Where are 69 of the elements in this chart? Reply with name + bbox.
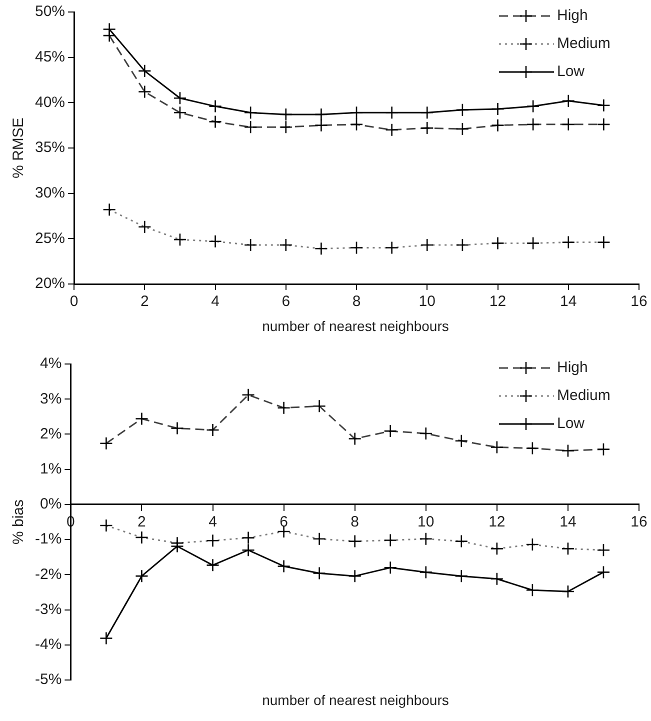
x-tick-label: 6 [280,514,288,531]
point [456,103,470,117]
point [420,106,434,120]
point [419,566,433,579]
x-tick-label: 14 [560,514,576,531]
y-tick-label: 45% [34,48,66,66]
y-axis-title: % RMSE [10,118,28,178]
point [135,569,148,583]
point [314,108,328,122]
x-tick-label: 8 [350,514,360,531]
x-tick-label: 8 [352,293,361,310]
point [526,583,540,597]
y-tick-label: -2% [34,566,62,583]
y-tick-label: 1% [40,460,62,478]
x-tick-label: 2 [138,514,146,531]
x-axis-title: number of nearest neighbours [261,692,450,708]
x-tick-label: 0 [70,293,78,310]
y-tick-label: 40% [34,94,66,111]
point [173,91,187,105]
y-tick-label: -4% [34,636,62,654]
x-tick-label: 16 [630,293,648,310]
x-tick-label: 16 [630,514,648,531]
point [100,632,113,645]
legend-label: Low [557,63,585,80]
point [562,94,576,108]
x-tick-label: 2 [140,293,149,310]
y-tick-label: 2% [40,425,62,442]
y-tick-label: 30% [34,184,66,202]
x-tick-label: 10 [418,293,436,310]
y-tick-label: -3% [34,600,62,618]
point [597,98,610,112]
point [208,100,222,113]
x-tick-label: 10 [418,514,434,531]
y-axis-title: % bias [10,499,28,545]
point [348,569,362,583]
y-tick-label: -5% [34,671,62,688]
point [454,569,468,583]
x-tick-label: 4 [208,514,217,531]
legend-label: High [557,7,588,24]
legend-label: Medium [557,387,610,404]
x-tick-label: 4 [211,293,220,310]
x-tick-label: 12 [489,293,506,310]
point [490,572,504,586]
legend-label: High [557,359,588,376]
y-tick-label: 20% [34,275,66,292]
point [277,560,290,573]
point [526,100,540,113]
point [350,106,364,120]
point [138,64,152,78]
legend-label: Medium [557,35,610,52]
point [242,543,255,557]
y-tick-label: -1% [34,530,62,548]
point [279,108,293,122]
y-tick-label: 3% [40,390,62,408]
point [561,584,575,598]
x-axis-title: number of nearest neighbours [261,318,450,334]
y-tick-label: 35% [34,139,66,156]
y-tick-label: 25% [34,230,66,247]
y-tick-label: 0% [40,496,62,513]
x-tick-label: 6 [282,293,290,310]
x-tick-label: 14 [560,293,577,310]
point [206,558,220,572]
y-tick-label: 4% [40,355,62,372]
y-tick-label: 50% [34,3,66,20]
point [244,106,258,120]
point [491,102,504,116]
point [596,566,610,579]
x-tick-label: 12 [488,514,506,531]
legend-label: Low [557,415,585,432]
